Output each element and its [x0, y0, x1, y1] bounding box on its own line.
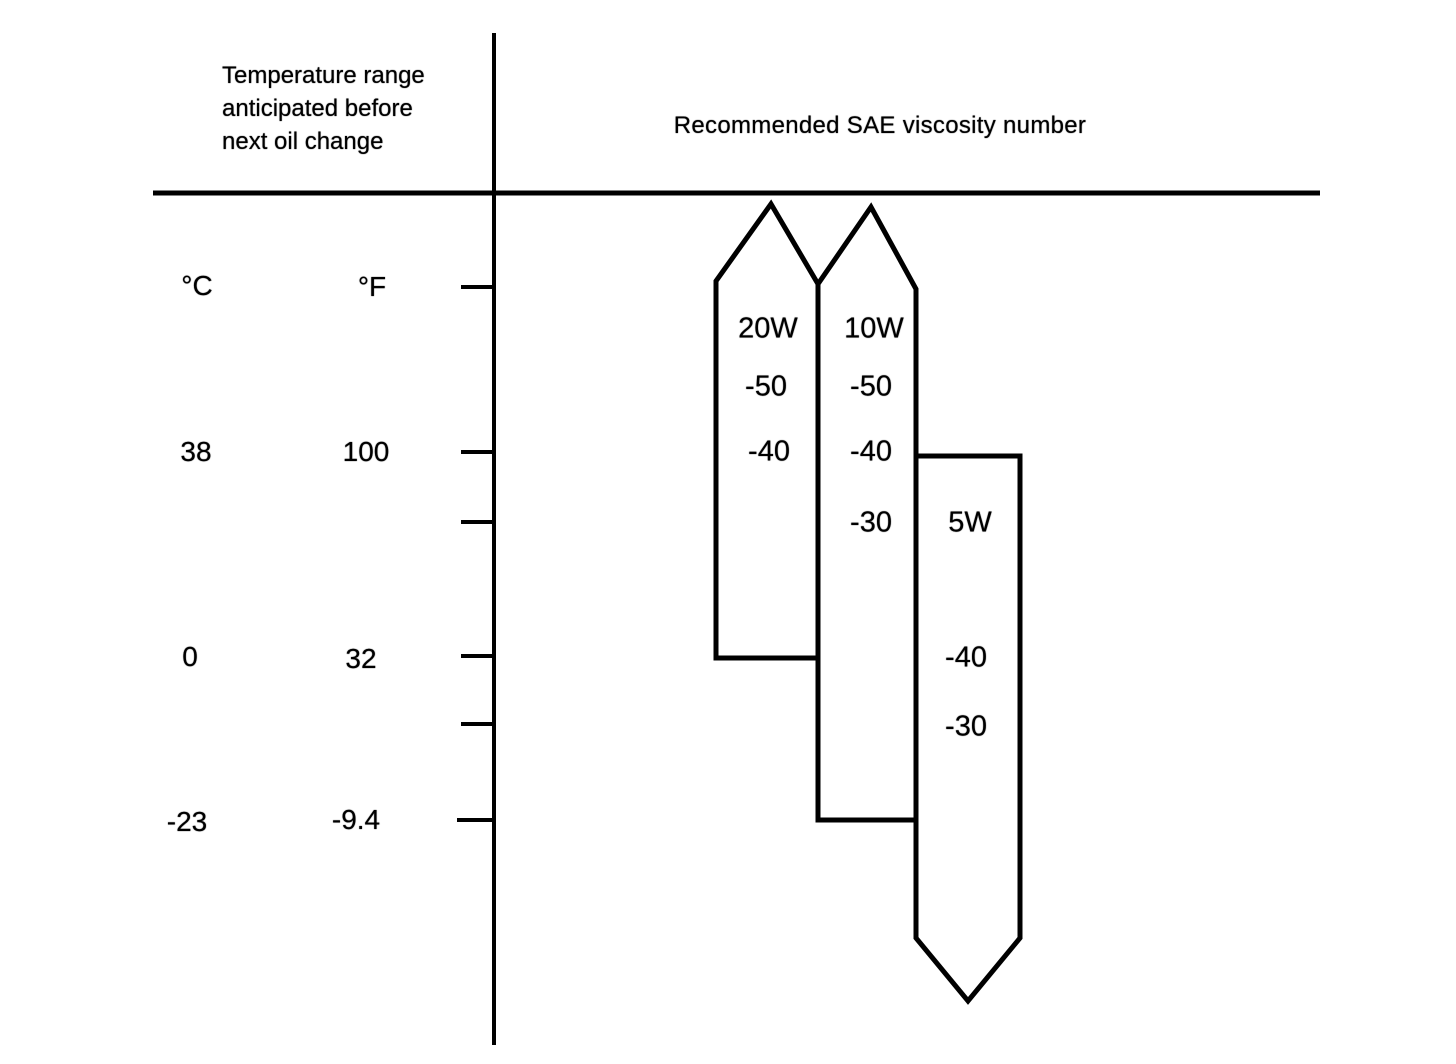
bar-20w-viscosity-40-label: -40	[748, 435, 790, 468]
bar-5w-viscosity-30-label: -30	[945, 710, 987, 743]
bar-20w-viscosity-50-label: -50	[745, 370, 787, 403]
sae-5w-bar-shape	[913, 453, 1023, 1005]
left-axis-title: Temperature range anticipated before nex…	[222, 62, 425, 155]
bar-20w-grade-label: 20W	[738, 312, 798, 345]
bar-10w-viscosity-50-label: -50	[850, 370, 892, 403]
bar-5w-viscosity-40-label: -40	[945, 641, 987, 674]
sae-20w-bar-shape	[713, 199, 821, 661]
bar-10w-viscosity-40-label: -40	[850, 435, 892, 468]
fahrenheit-tick-label-100: 100	[342, 436, 390, 467]
fahrenheit-tick-label-minus9.4: -9.4	[331, 804, 381, 835]
bar-10w-grade-label: 10W	[844, 312, 904, 345]
celsius-tick-label-38: 38	[180, 436, 212, 467]
sae-10w-bar-shape	[815, 202, 919, 823]
fahrenheit-tick-label-32: 32	[345, 643, 377, 674]
bar-5w-grade-label: 5W	[948, 506, 992, 539]
axis-ticks	[457, 285, 496, 822]
celsius-tick-label-minus23: -23	[166, 806, 208, 837]
fahrenheit-unit-label: °F	[357, 271, 387, 302]
celsius-unit-label: °C	[181, 270, 213, 301]
bar-10w-viscosity-30-label: -30	[850, 506, 892, 539]
chart-title: Recommended SAE viscosity number	[673, 112, 1087, 139]
celsius-tick-label-0: 0	[182, 641, 198, 672]
